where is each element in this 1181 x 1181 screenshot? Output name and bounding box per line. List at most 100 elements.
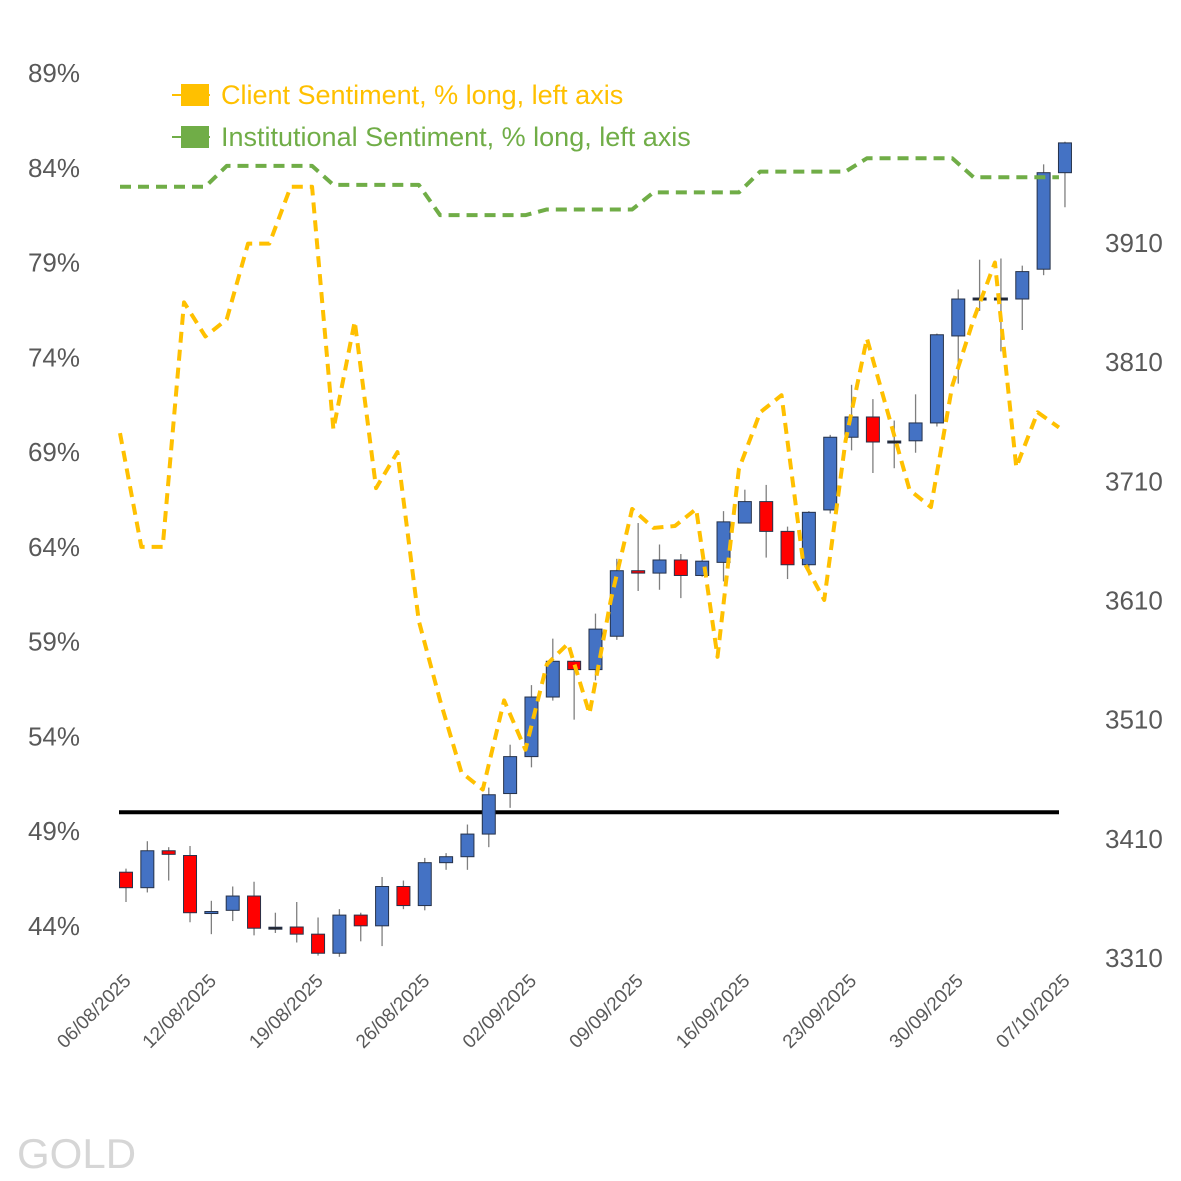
x-tick-label: 30/09/2025 (886, 971, 968, 1053)
candle-body (737, 501, 752, 524)
right-tick-label: 3710 (1105, 466, 1163, 496)
left-tick-label: 44% (28, 911, 80, 941)
candle-body (673, 559, 688, 576)
candle (460, 824, 475, 870)
legend-item-client: Client Sentiment, % long, left axis (172, 80, 623, 110)
candle (823, 434, 838, 514)
left-tick-label: 79% (28, 248, 80, 278)
candle-body (780, 530, 795, 566)
candle (737, 489, 752, 524)
x-tick-label: 07/10/2025 (992, 971, 1074, 1053)
right-tick-label: 3410 (1105, 824, 1163, 854)
candle-body (311, 933, 326, 954)
candle-body (908, 422, 923, 442)
candle-body (161, 850, 176, 855)
candle (417, 857, 432, 911)
candle (929, 333, 944, 427)
x-tick-label: 23/09/2025 (779, 971, 861, 1053)
x-axis: 06/08/2025 12/08/2025 19/08/2025 26/08/2025… (53, 971, 1074, 1053)
candle-body (204, 911, 219, 915)
candle-body (225, 895, 240, 911)
candle-body (247, 895, 262, 929)
candle (1057, 141, 1072, 208)
candle-body (631, 570, 646, 574)
candle-body (268, 926, 283, 930)
candle (204, 900, 219, 935)
candle-body (396, 886, 411, 907)
candle-body (823, 436, 838, 511)
candlestick-series (119, 141, 1072, 957)
candle-body (993, 297, 1008, 301)
candle-body (1036, 172, 1051, 270)
x-tick-label: 09/09/2025 (566, 971, 648, 1053)
client-sentiment-line (118, 184, 1061, 792)
legend-item-institutional: Institutional Sentiment, % long, left ax… (172, 122, 691, 152)
candle-body (652, 559, 667, 574)
left-tick-label: 84% (28, 153, 80, 183)
candle (289, 901, 304, 943)
candle-body (1015, 271, 1030, 300)
candle (908, 394, 923, 453)
candle (375, 876, 390, 947)
candle-body (759, 501, 774, 532)
candle (119, 868, 133, 902)
candle (353, 912, 368, 942)
x-tick-label: 26/08/2025 (352, 971, 434, 1053)
institutional-sentiment-line (120, 156, 1059, 218)
x-tick-label: 19/08/2025 (246, 971, 328, 1053)
candle-body (353, 914, 368, 927)
candle-body (183, 855, 198, 914)
candle-body (439, 856, 454, 864)
candle (545, 638, 560, 701)
candle-body (929, 334, 944, 424)
candle (865, 399, 880, 473)
candle (268, 912, 283, 933)
candle-body (716, 521, 731, 563)
candle (332, 909, 347, 957)
candle (1036, 164, 1051, 276)
candle (1015, 265, 1030, 330)
watermark-gold: GOLD (17, 1130, 137, 1177)
right-tick-label: 3810 (1105, 347, 1163, 377)
candle (652, 544, 667, 590)
candle-body (460, 833, 475, 858)
x-tick-label: 06/08/2025 (53, 971, 135, 1053)
candle (716, 511, 731, 582)
candle (801, 511, 816, 576)
candle (503, 744, 518, 808)
candle (140, 841, 155, 893)
candle (481, 787, 496, 848)
legend-swatch-institutional (181, 126, 209, 148)
candle (161, 847, 176, 881)
left-tick-label: 89% (28, 58, 80, 88)
candle-body (801, 511, 816, 566)
candle (972, 259, 987, 311)
x-tick-label: 16/09/2025 (672, 971, 754, 1053)
candle (396, 880, 411, 910)
candle (780, 526, 795, 580)
candle-body (140, 850, 155, 889)
left-tick-label: 74% (28, 342, 80, 372)
candle (673, 554, 688, 599)
left-tick-label: 69% (28, 437, 80, 467)
candle-body (375, 886, 390, 927)
candle (439, 853, 454, 870)
candle (631, 523, 646, 591)
left-axis: 44% 49% 54% 59% 64% 69% 74% 79% 84% 89% (28, 58, 80, 941)
candle-body (503, 756, 518, 795)
candle-body (289, 926, 304, 935)
right-tick-label: 3510 (1105, 705, 1163, 735)
candle (695, 558, 710, 577)
candle (588, 613, 603, 681)
right-tick-label: 3310 (1105, 943, 1163, 973)
left-tick-label: 64% (28, 532, 80, 562)
candle (183, 845, 198, 923)
sentiment-lines (118, 156, 1061, 792)
right-tick-label: 3910 (1105, 228, 1163, 258)
left-tick-label: 54% (28, 721, 80, 751)
x-tick-label: 12/08/2025 (139, 971, 221, 1053)
candle-body (332, 914, 347, 954)
legend: Client Sentiment, % long, left axis Inst… (172, 80, 691, 152)
